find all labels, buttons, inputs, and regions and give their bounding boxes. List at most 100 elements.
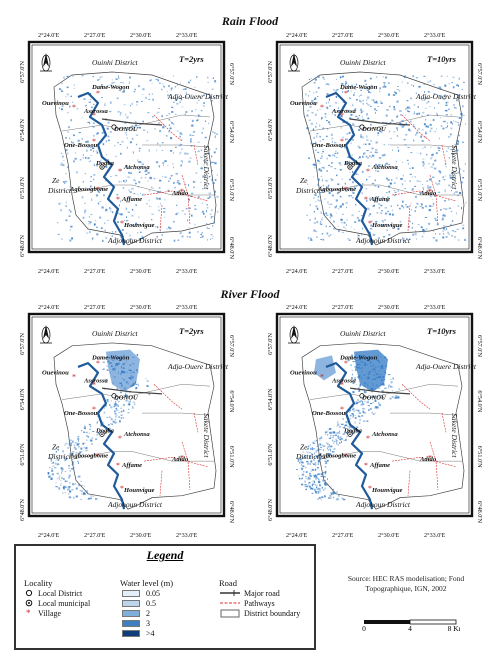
flood-cell (317, 445, 320, 446)
flood-cell (329, 207, 331, 209)
flood-cell (181, 98, 182, 101)
flood-cell (97, 190, 100, 193)
flood-cell (319, 449, 322, 450)
place-label: DONOU (361, 126, 387, 133)
flood-cell (321, 155, 323, 157)
flood-cell (349, 409, 351, 411)
flood-cell (341, 203, 344, 206)
flood-cell (214, 162, 217, 165)
flood-cell (451, 235, 453, 237)
flood-cell (328, 184, 330, 187)
flood-cell (124, 220, 126, 221)
flood-cell (76, 171, 78, 174)
flood-cell (182, 88, 185, 90)
flood-cell (456, 149, 459, 152)
flood-cell (375, 163, 377, 166)
village-marker-icon: * (340, 380, 344, 389)
flood-cell (71, 237, 73, 239)
coord-right-label: 6°57.0'N (228, 335, 235, 358)
flood-cell (419, 152, 422, 155)
flood-cell (337, 183, 340, 186)
flood-cell (167, 189, 170, 192)
flood-cell (374, 185, 377, 187)
flood-cell (151, 213, 154, 215)
flood-cell (457, 194, 459, 197)
flood-cell (64, 183, 66, 185)
flood-cell (210, 209, 213, 211)
flood-cell (412, 233, 415, 236)
flood-cell (439, 88, 442, 90)
flood-cell (409, 180, 411, 183)
flood-cell (369, 151, 373, 153)
flood-cell (350, 226, 352, 228)
flood-cell (360, 239, 363, 242)
flood-cell (148, 149, 150, 152)
road-item-pathways: Pathways (244, 599, 275, 608)
flood-cell (357, 409, 360, 412)
flood-cell (101, 131, 104, 134)
flood-cell (117, 212, 120, 215)
flood-cell (383, 82, 385, 84)
flood-cell (361, 234, 362, 236)
flood-cell (134, 121, 137, 123)
flood-cell (204, 167, 206, 170)
flood-cell (62, 468, 64, 471)
flood-cell (371, 391, 373, 393)
flood-cell (60, 479, 62, 482)
flood-cell (436, 183, 438, 186)
flood-cell (361, 170, 364, 173)
flood-cell (114, 421, 117, 424)
flood-cell (374, 179, 376, 182)
flood-cell (383, 144, 386, 146)
flood-cell (65, 202, 67, 204)
flood-cell (78, 132, 81, 134)
flood-cell (319, 140, 321, 142)
coord-left-label: 6°51.0'N (267, 443, 274, 466)
flood-cell (317, 87, 320, 89)
flood-cell (454, 143, 456, 146)
flood-cell (313, 474, 315, 477)
flood-cell (443, 120, 446, 123)
flood-cell (175, 113, 177, 116)
flood-cell (375, 111, 376, 114)
flood-cell (376, 102, 378, 104)
flood-cell (422, 128, 424, 131)
village-marker-icon: * (364, 195, 368, 204)
flood-cell (349, 429, 352, 432)
flood-cell (121, 410, 124, 412)
flood-cell (195, 108, 197, 111)
flood-cell (319, 223, 321, 225)
flood-cell (119, 144, 122, 146)
flood-cell (86, 232, 89, 234)
flood-cell (158, 197, 161, 200)
flood-cell (346, 133, 348, 135)
water-swatch-3 (122, 620, 140, 627)
coord-left-label: 6°48.0'N (19, 498, 26, 521)
flood-cell (104, 104, 106, 106)
coord-right-label: 6°48.0'N (476, 237, 483, 260)
flood-cell (116, 414, 118, 416)
flood-cell (335, 438, 337, 440)
flood-cell (419, 205, 422, 207)
flood-cell (330, 497, 332, 499)
flood-cell (442, 233, 445, 235)
flood-cell (131, 407, 134, 409)
flood-cell (357, 415, 360, 417)
flood-cell (414, 210, 416, 213)
flood-cell (158, 209, 161, 212)
coord-bottom-label: 2°33.0'E (424, 532, 446, 539)
flood-cell (311, 446, 313, 449)
flood-cell (330, 493, 333, 495)
flood-cell (307, 110, 310, 112)
water-swatch-4plus (122, 630, 140, 637)
flood-cell (181, 235, 184, 238)
flood-cell (320, 212, 322, 214)
flood-cell (398, 207, 401, 210)
flood-cell (397, 115, 399, 117)
flood-cell (77, 435, 80, 438)
flood-cell (335, 156, 338, 159)
flood-cell (326, 214, 329, 216)
local-district-marker-icon (359, 124, 365, 130)
pathway (429, 441, 439, 490)
flood-cell (375, 109, 378, 111)
